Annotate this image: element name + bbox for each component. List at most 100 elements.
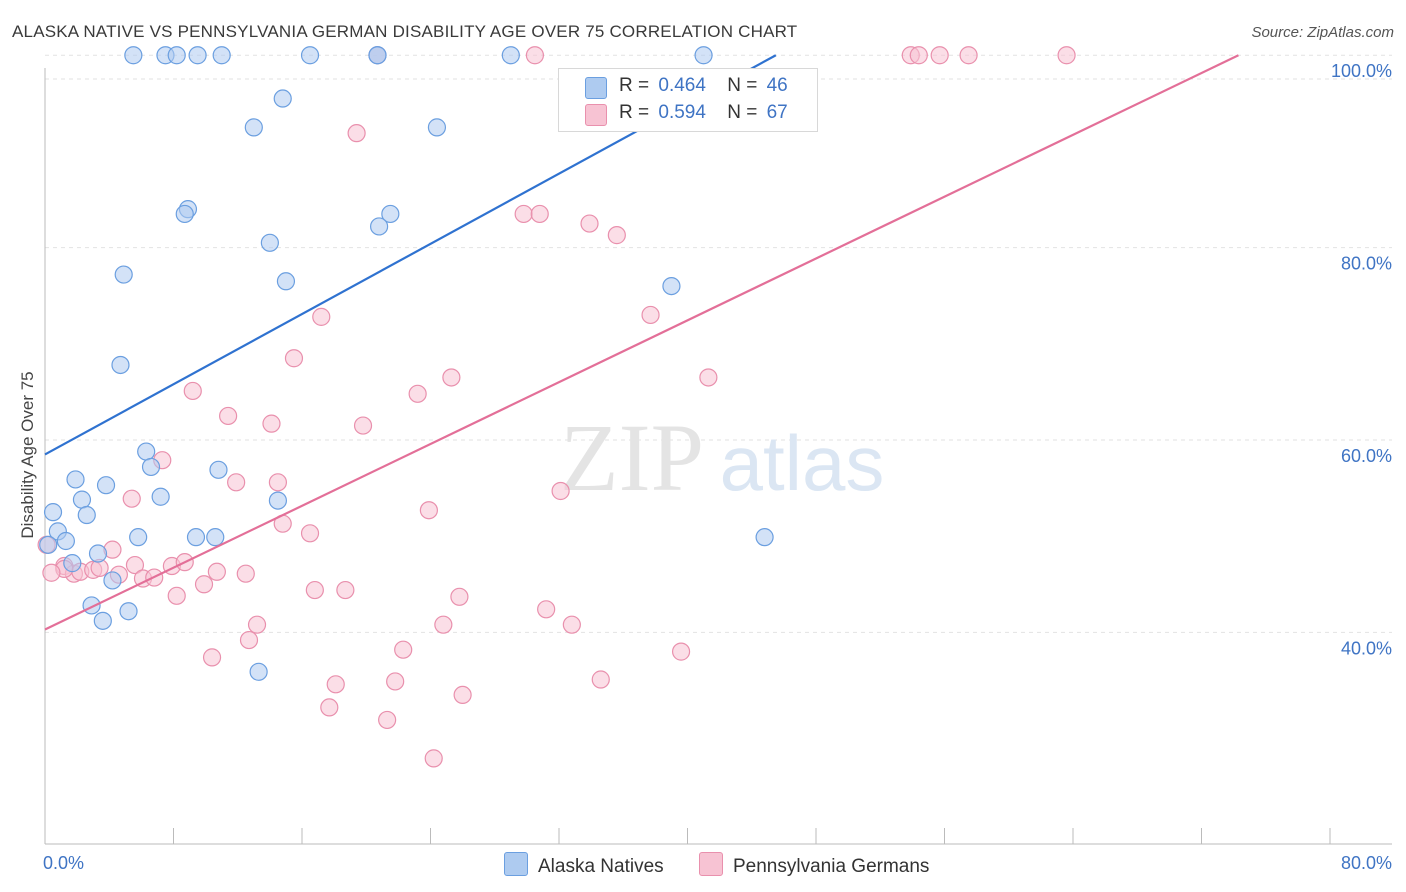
alaska-native-point (111, 355, 130, 375)
alaska-native-point (93, 611, 112, 630)
n-label: N = (727, 102, 758, 123)
alaska-native-point (124, 46, 143, 65)
alaska-native-point (368, 46, 387, 65)
pennsylvania-german-point (202, 648, 222, 667)
x-tick-label: 0.0% (43, 853, 84, 873)
pennsylvania-german-point (1057, 46, 1076, 65)
alaska-native-point (63, 554, 82, 573)
alaska-native-point (755, 528, 774, 547)
alaska-native-point (427, 118, 447, 137)
pennsylvania-german-point (699, 368, 718, 387)
n-value: 46 (766, 75, 788, 96)
alaska-native-point (77, 505, 96, 525)
pennsylvania-german-point (641, 305, 660, 325)
axes (44, 68, 1392, 845)
pennsylvania-german-point (419, 501, 438, 520)
watermark-zip: ZIP (560, 404, 704, 511)
pennsylvania-german-point (284, 349, 304, 368)
pennsylvania-germans-swatch (699, 852, 723, 876)
alaska-native-point (114, 265, 133, 284)
pennsylvania-german-point (525, 46, 545, 65)
alaska-native-point (151, 487, 170, 506)
pennsylvania-german-point (125, 555, 145, 575)
alaska-native-point (268, 491, 288, 510)
r-label: R = (619, 75, 650, 96)
pennsylvania-german-point (434, 615, 453, 634)
pennsylvania-german-point (930, 46, 949, 65)
alaska-native-point (39, 535, 58, 554)
alaska-native-point (662, 276, 681, 296)
alaska-native-point (82, 596, 101, 615)
alaska-native-point (249, 662, 268, 681)
alaska-native-point (209, 460, 228, 479)
alaska-natives-swatch (504, 852, 528, 876)
watermark: ZIP atlas (560, 404, 884, 511)
alaska-native-point (72, 490, 92, 509)
pennsylvania-german-point (305, 580, 324, 600)
alaska-native-point (244, 118, 263, 137)
pennsylvania-german-point (562, 615, 581, 634)
pennsylvania-german-point (424, 749, 443, 768)
alaska-native-point (129, 528, 148, 547)
legend-alaska-natives: Alaska Natives (504, 852, 664, 878)
alaska-native-point (186, 528, 206, 547)
pennsylvania-german-point (514, 204, 533, 224)
legend-pennsylvania-germans: Pennsylvania Germans (699, 852, 929, 878)
pennsylvania-german-point (312, 307, 331, 326)
pennsylvania-german-point (42, 563, 61, 582)
y-tick-label: 40.0% (1341, 638, 1392, 658)
y-axis-label: Disability Age Over 75 (18, 371, 37, 538)
alaska-native-point (381, 204, 400, 224)
alaska-native-point (300, 46, 320, 65)
pink-points (37, 46, 1076, 768)
pennsylvania-german-point (959, 46, 978, 65)
pennsylvania-german-point (607, 226, 626, 245)
pennsylvania-german-point (227, 473, 246, 492)
pennsylvania-german-point (239, 630, 259, 650)
pennsylvania-german-point (300, 524, 320, 543)
pennsylvania-german-point (353, 416, 373, 435)
alaska-native-point (188, 46, 207, 65)
alaska-native-point (56, 531, 75, 551)
n-label: N = (727, 75, 758, 96)
pennsylvania-german-point (320, 698, 339, 717)
alaska-native-point (694, 46, 713, 65)
alaska-native-point (260, 233, 279, 252)
trend-lines (44, 54, 1239, 631)
x-tick-label: 80.0% (1341, 853, 1392, 873)
pennsylvania-german-point (247, 615, 267, 634)
alaska-native-point (88, 544, 108, 563)
watermark-atlas: atlas (720, 419, 885, 507)
r-value: 0.594 (658, 102, 706, 123)
pennsylvania-german-point (530, 204, 549, 224)
pennsylvania-german-point (450, 587, 469, 606)
pennsylvania-german-point (236, 564, 255, 583)
source-label: Source: ZipAtlas.com (1251, 24, 1394, 41)
pennsylvania-german-point (207, 562, 226, 581)
alaska-native-point (137, 442, 156, 461)
pennsylvania-german-point (909, 46, 928, 65)
pennsylvania-german-point (262, 414, 281, 433)
pennsylvania-german-point (671, 642, 691, 661)
r-value: 0.464 (658, 75, 706, 96)
pennsylvania-german-point (326, 675, 345, 694)
r-label: R = (619, 102, 650, 123)
alaska-native-point (370, 217, 389, 236)
alaska-native-point (501, 46, 520, 65)
pennsylvania-german-point (453, 685, 472, 705)
stats-legend: R = 0.464 N = 46 R = 0.594 N = 67 (558, 68, 818, 132)
pennsylvania-german-point (347, 124, 366, 143)
pennsylvania-german-point (386, 672, 405, 691)
alaska-native-point (43, 503, 63, 522)
alaska-native-point (141, 457, 161, 477)
y-tick-label: 100.0% (1331, 61, 1392, 81)
pennsylvania-german-point (591, 670, 610, 689)
pennsylvania-german-point (183, 381, 202, 401)
alaska-native-point (119, 602, 138, 621)
y-tick-label: 60.0% (1341, 446, 1392, 466)
alaska-swatch (585, 77, 607, 99)
alaska-native-point (206, 528, 225, 547)
pennsylvania-german-point (580, 214, 599, 233)
alaska-natives-label: Alaska Natives (538, 856, 664, 877)
